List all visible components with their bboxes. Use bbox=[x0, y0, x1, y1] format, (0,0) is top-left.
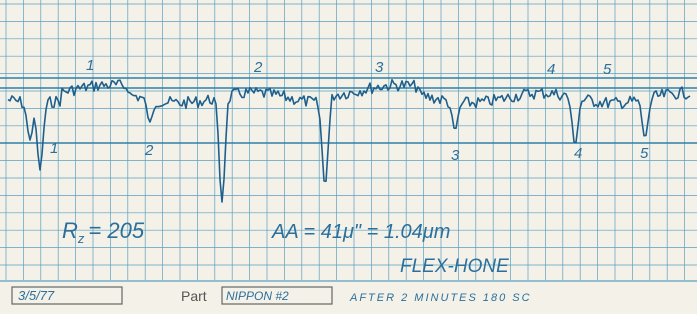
process-note: FLEX-HONE bbox=[400, 256, 509, 277]
rz-subscript: z bbox=[77, 231, 85, 246]
rz-note: Rz= 205 bbox=[62, 218, 145, 246]
valley-label: 1 bbox=[50, 140, 58, 157]
aa-note: AA = 41μ" = 1.04μm bbox=[271, 221, 450, 243]
valley-label: 4 bbox=[574, 145, 582, 162]
peak-label: 2 bbox=[253, 59, 263, 76]
valley-label: 3 bbox=[451, 147, 460, 164]
remark: AFTER 2 MINUTES 180 SC bbox=[349, 292, 532, 304]
peak-label: 5 bbox=[603, 61, 612, 78]
peak-label: 3 bbox=[375, 59, 384, 76]
paper bbox=[0, 0, 697, 314]
valley-label: 5 bbox=[640, 145, 649, 162]
rz-value: = 205 bbox=[88, 218, 144, 243]
part: NIPPON #2 bbox=[226, 289, 289, 303]
date: 3/5/77 bbox=[18, 288, 55, 303]
part-label: Part bbox=[181, 288, 207, 304]
chart-sheet: 1 2 3 4 5 1 2 3 4 5 Rz= 205 AA = 41μ" = … bbox=[0, 0, 697, 314]
valley-label: 2 bbox=[144, 142, 154, 159]
rz-symbol: R bbox=[62, 218, 78, 243]
peak-label: 1 bbox=[86, 57, 94, 74]
peak-label: 4 bbox=[547, 61, 555, 78]
